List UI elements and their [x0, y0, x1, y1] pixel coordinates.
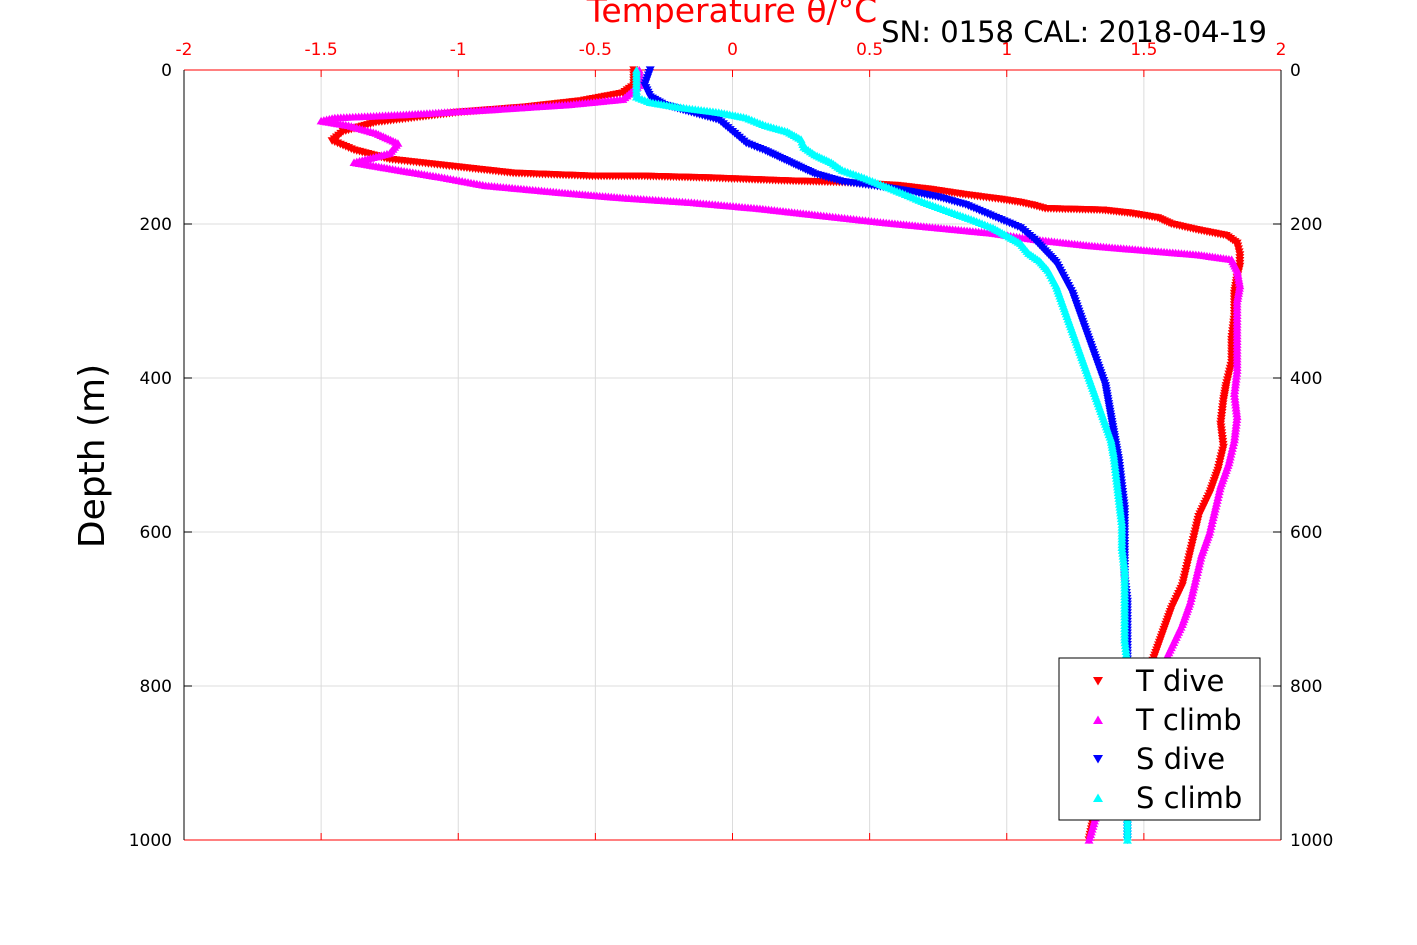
chart-subtitle: SN: 0158 CAL: 2018-04-19 — [881, 15, 1267, 49]
y-tick-label-right: 1000 — [1290, 831, 1333, 851]
y-tick-label-left: 0 — [161, 61, 172, 81]
y-tick-label-left: 400 — [140, 369, 172, 389]
x-tick-label: 1 — [1001, 40, 1012, 60]
axes — [183, 69, 1282, 841]
y-tick-label-left: 1000 — [129, 831, 172, 851]
legend-box — [1058, 657, 1261, 821]
y-tick-label-right: 800 — [1290, 677, 1322, 697]
legend-label: T climb — [1135, 703, 1242, 737]
y-tick-label-right: 400 — [1290, 369, 1322, 389]
legend-label: T dive — [1135, 664, 1224, 698]
legend-marker — [1093, 677, 1103, 686]
x-tick-label: -0.5 — [579, 40, 612, 60]
data-point — [1122, 835, 1132, 844]
y-tick-label-left: 600 — [140, 523, 172, 543]
legend-label: S dive — [1136, 742, 1225, 776]
y-tick-label-right: 600 — [1290, 523, 1322, 543]
x-tick-label: -2 — [176, 40, 193, 60]
x-tick-label: -1 — [450, 40, 467, 60]
y-tick-label-left: 800 — [140, 677, 172, 697]
x-tick-label: -1.5 — [305, 40, 338, 60]
chart-title: Temperature θ/°C — [586, 0, 877, 30]
x-tick-label: 2 — [1276, 40, 1287, 60]
legend-marker — [1093, 715, 1103, 724]
data-point — [1084, 835, 1094, 844]
y-axis-label: Depth (m) — [72, 364, 113, 548]
x-tick-label: 0.5 — [856, 40, 883, 60]
legend-marker — [1093, 793, 1103, 802]
x-tick-label: 1.5 — [1130, 40, 1157, 60]
x-tick-label: 0 — [727, 40, 738, 60]
legend: T dive T climb S dive S climb — [1058, 657, 1261, 821]
legend-marker — [1093, 755, 1103, 764]
y-tick-label-right: 0 — [1290, 61, 1301, 81]
legend-label: S climb — [1136, 781, 1242, 815]
y-tick-label-right: 200 — [1290, 215, 1322, 235]
y-tick-label-left: 200 — [140, 215, 172, 235]
